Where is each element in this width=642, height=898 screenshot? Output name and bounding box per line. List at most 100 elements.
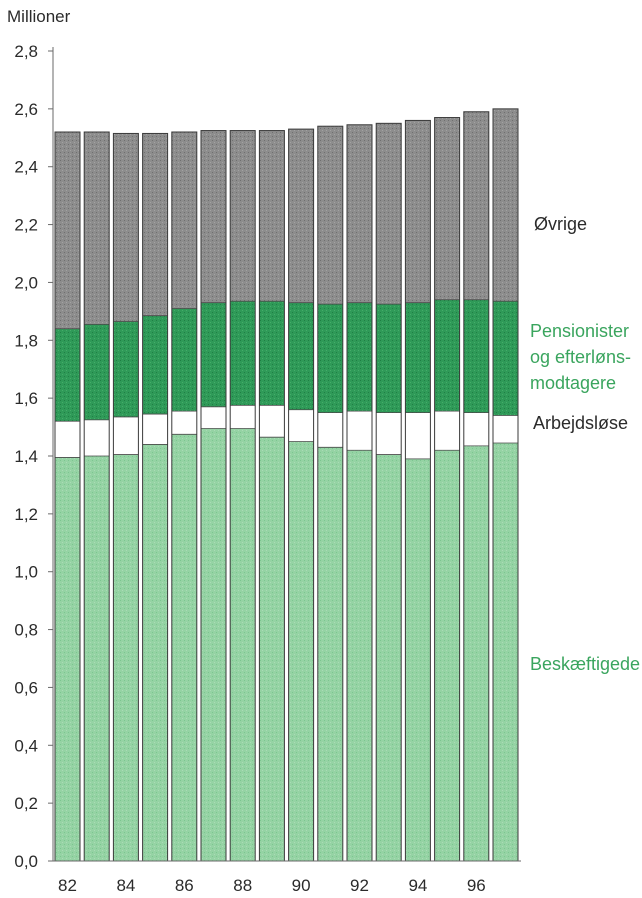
bar-segment	[463, 445, 489, 861]
bar-segment	[84, 324, 110, 420]
bar-segment	[347, 302, 372, 412]
bar-segment	[317, 304, 343, 413]
bar-segment	[288, 441, 314, 861]
y-tick-label: 0,8	[14, 621, 38, 640]
bar-segment	[434, 117, 460, 300]
bar-stack	[142, 132, 169, 862]
x-tick-label: 94	[408, 876, 427, 895]
bar-segment	[171, 132, 197, 309]
series-labels: Øvrige Pensionister og efterløns- modtag…	[530, 214, 640, 674]
bar-segment	[317, 126, 343, 305]
bar-segment	[463, 412, 489, 446]
bar-segment	[201, 428, 226, 861]
y-tick-label: 2,2	[14, 216, 38, 235]
bar-segment	[405, 302, 431, 413]
bar-stack	[171, 131, 198, 862]
x-tick-label: 86	[175, 876, 194, 895]
y-tick-label: 0,2	[14, 794, 38, 813]
y-tick-label: 1,2	[14, 505, 38, 524]
bar-stack	[54, 131, 81, 862]
bar-segment	[288, 129, 314, 303]
bar-segment	[493, 301, 518, 416]
bar-stack	[83, 131, 110, 862]
bar-segment	[463, 299, 489, 413]
y-tick-label: 1,4	[14, 447, 38, 466]
label-pensionister-line2: og efterløns-	[530, 347, 631, 367]
y-tick-label: 2,0	[14, 273, 38, 292]
bar-segment	[55, 457, 80, 861]
bar-segment	[288, 302, 314, 410]
bar-stack	[434, 117, 461, 862]
bar-segment	[142, 133, 168, 316]
bar-segment	[376, 454, 402, 861]
bar-segment	[376, 304, 402, 413]
bar-segment	[493, 108, 518, 302]
x-tick-label: 88	[233, 876, 252, 895]
bar-segment	[376, 123, 402, 305]
bar-segment	[259, 437, 285, 861]
bar-segment	[171, 434, 197, 861]
bar-segment	[113, 454, 139, 861]
x-tick-label: 90	[292, 876, 311, 895]
x-tick-label: 84	[116, 876, 135, 895]
bar-stack	[317, 125, 344, 862]
bar-segment	[55, 328, 80, 422]
y-axis: 0,0 0,2 0,4 0,6 0,8 1,0 1,2 1,4 1,6 1,8 2,0 2,2 2,4 2…	[14, 42, 54, 871]
bar-segment	[201, 406, 226, 429]
bar-segment	[347, 411, 372, 451]
x-axis: 82 84 86 88 90 92 94 96	[53, 860, 521, 895]
bar-segment	[113, 133, 139, 322]
y-tick-label: 0,6	[14, 678, 38, 697]
bar-segment	[113, 416, 139, 455]
label-pensionister-line3: modtagere	[530, 373, 616, 393]
y-tick-label: 1,6	[14, 389, 38, 408]
bar-segment	[142, 414, 168, 445]
bar-segment	[288, 409, 314, 442]
bar-stack	[258, 130, 285, 862]
label-arbejdslose: Arbejdsløse	[533, 413, 628, 433]
label-ovrige: Øvrige	[534, 214, 587, 234]
bar-stack	[463, 111, 490, 862]
bar-segment	[230, 428, 256, 861]
y-tick-label: 0,0	[14, 852, 38, 871]
bar-segment	[84, 132, 110, 325]
bar-segment	[493, 442, 518, 861]
bar-segment	[317, 447, 343, 861]
bar-segment	[55, 421, 80, 458]
bar-segment	[259, 130, 285, 302]
bar-stack	[346, 124, 373, 862]
y-axis-unit-label: Millioner	[7, 7, 71, 26]
bar-segment	[84, 419, 110, 456]
bar-segment	[463, 111, 489, 300]
bars-group	[54, 108, 519, 862]
bar-segment	[376, 412, 402, 455]
y-tick-label: 1,0	[14, 563, 38, 582]
bar-segment	[230, 130, 256, 302]
bar-segment	[405, 412, 431, 459]
bar-segment	[171, 411, 197, 435]
bar-segment	[434, 450, 460, 861]
label-beskaeftigede: Beskæftigede	[530, 654, 640, 674]
bar-segment	[142, 315, 168, 415]
bar-segment	[405, 458, 431, 861]
bar-segment	[230, 301, 256, 406]
label-pensionister-line1: Pensionister	[530, 321, 629, 341]
bar-stack	[492, 108, 519, 862]
y-tick-label: 0,4	[14, 736, 38, 755]
bar-segment	[171, 308, 197, 412]
bar-stack	[288, 128, 315, 862]
bar-stack	[375, 122, 402, 862]
y-tick-label: 2,4	[14, 158, 38, 177]
x-tick-label: 92	[350, 876, 369, 895]
x-tick-label: 82	[58, 876, 77, 895]
bar-segment	[434, 411, 460, 451]
bar-segment	[347, 450, 372, 861]
bar-segment	[230, 405, 256, 429]
bar-segment	[55, 132, 80, 329]
bar-segment	[317, 412, 343, 448]
bar-segment	[113, 321, 139, 417]
bar-segment	[142, 444, 168, 861]
bar-segment	[434, 299, 460, 412]
y-tick-label: 2,8	[14, 42, 38, 61]
